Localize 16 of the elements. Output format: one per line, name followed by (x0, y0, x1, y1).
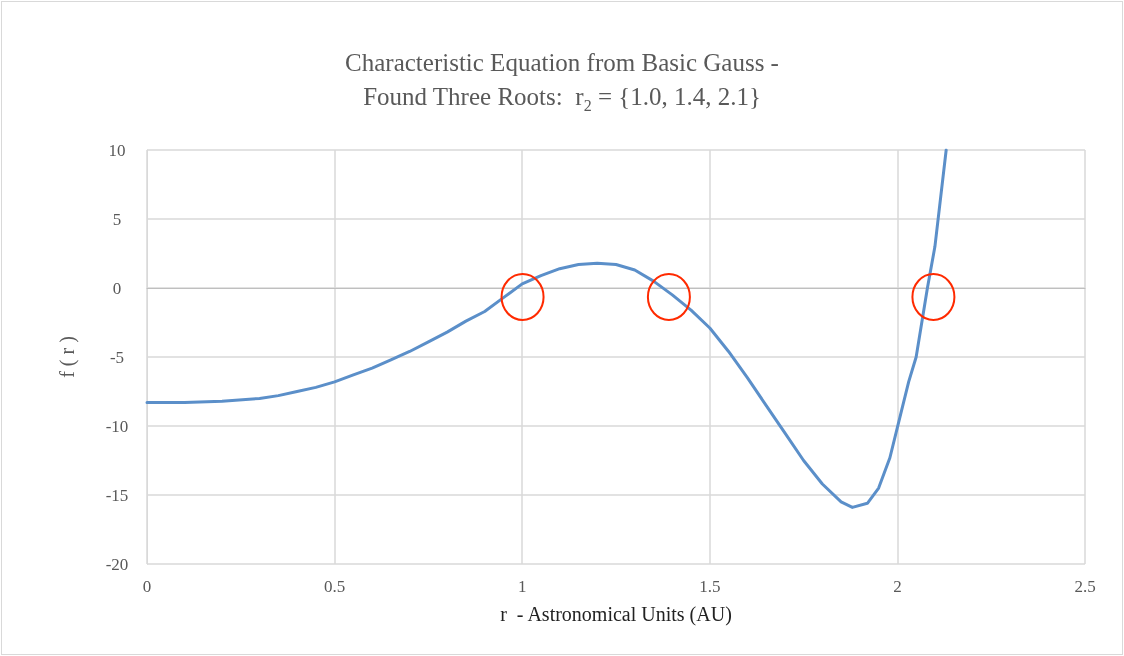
x-axis-title: r - Astronomical Units (AU) (500, 603, 732, 626)
y-tick-label: -5 (109, 347, 125, 367)
x-tick-label: 1.5 (699, 577, 721, 596)
x-tick-label: 2.5 (1074, 577, 1096, 596)
x-tick-label: 0 (142, 577, 152, 596)
y-tick-label: 0 (112, 278, 122, 298)
y-tick-label: 5 (112, 209, 122, 229)
y-tick-label: -10 (105, 416, 129, 436)
y-tick-label: 10 (108, 140, 126, 160)
line-series (145, 148, 948, 509)
y-tick-label: -20 (105, 554, 129, 574)
y-tick-label: -15 (105, 485, 129, 505)
x-tick-label: 1 (517, 577, 527, 596)
y-axis-title: f ( r ) (56, 336, 79, 378)
x-tick-label: 2 (893, 577, 902, 596)
x-tick-label: 0.5 (323, 577, 346, 596)
